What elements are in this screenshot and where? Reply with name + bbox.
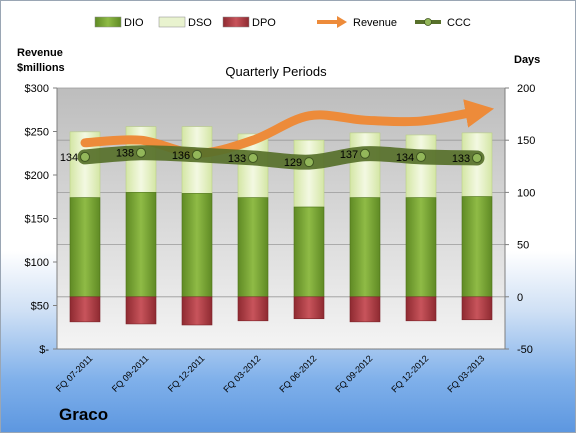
left-tick-label: $200: [25, 170, 49, 182]
legend-label-ccc: CCC: [447, 17, 471, 29]
dpo-bar: [125, 296, 157, 325]
right-tick-label: 50: [517, 240, 529, 252]
dpo-bar: [181, 296, 213, 326]
legend: DIO DSO DPO Revenue CCC: [94, 16, 471, 29]
legend-label-revenue: Revenue: [353, 17, 397, 29]
ccc-data-label: 133: [452, 153, 470, 165]
right-tick-label: 0: [517, 292, 523, 304]
legend-swatch-dpo: [222, 16, 250, 28]
bar-series: [69, 126, 493, 326]
dio-bar: [293, 206, 325, 298]
ccc-point: [192, 149, 202, 160]
legend-marker-ccc: [424, 18, 432, 26]
left-tick-label: $300: [25, 83, 49, 95]
dio-bar: [69, 197, 101, 298]
ccc-point: [472, 152, 482, 163]
left-tick-label: $250: [25, 127, 49, 139]
dio-bar: [461, 196, 493, 298]
dso-bar: [349, 132, 381, 198]
ccc-point: [360, 148, 370, 159]
left-tick-label: $-: [39, 344, 49, 356]
ccc-point: [80, 151, 90, 162]
legend-swatch-dso: [158, 16, 186, 28]
right-axis-title: Days: [514, 54, 540, 66]
ccc-point: [248, 152, 258, 163]
ccc-data-label: 136: [172, 150, 190, 162]
x-tick-label: FQ 03-2012: [221, 353, 262, 394]
x-tick-label: FQ 12-2012: [389, 353, 430, 394]
ccc-data-label: 134: [60, 152, 78, 164]
dpo-bar: [349, 296, 381, 323]
ccc-point: [416, 151, 426, 162]
dpo-bar: [69, 296, 101, 323]
left-axis-title-line2: $millions: [17, 62, 65, 74]
dpo-bar: [293, 296, 325, 320]
legend-label-dpo: DPO: [252, 17, 276, 29]
dso-bar: [293, 139, 325, 208]
ccc-data-label: 138: [116, 148, 134, 160]
left-axis-title-line1: Revenue: [17, 47, 63, 59]
x-tick-label: FQ 09-2011: [110, 353, 151, 394]
company-name: Graco: [59, 405, 109, 424]
right-tick-label: 150: [517, 135, 535, 147]
ccc-point: [304, 157, 314, 168]
ccc-data-label: 134: [396, 152, 414, 164]
legend-swatch-dio: [94, 16, 122, 28]
x-tick-label: FQ 09-2012: [333, 353, 374, 394]
legend-label-dio: DIO: [124, 17, 144, 29]
x-tick-label: FQ 12-2011: [166, 353, 207, 394]
revenue-line: [80, 99, 495, 158]
ccc-data-label: 133: [228, 153, 246, 165]
ccc-data-label: 129: [284, 157, 302, 169]
ccc-data-label: 137: [340, 149, 358, 161]
dpo-bar: [461, 296, 493, 321]
dio-bar: [181, 193, 213, 298]
left-tick-label: $50: [31, 301, 49, 313]
legend-arrowhead-revenue: [337, 16, 347, 28]
right-tick-label: 100: [517, 187, 535, 199]
chart-title: Quarterly Periods: [225, 64, 327, 79]
ccc-point: [136, 147, 146, 158]
right-tick-label: 200: [517, 83, 535, 95]
dio-bar: [405, 197, 437, 298]
legend-label-dso: DSO: [188, 17, 212, 29]
line-series: 134 138 136 133 129 137 134 133: [60, 99, 495, 170]
dio-bar: [125, 192, 157, 298]
dso-bar: [405, 134, 437, 198]
left-tick-label: $150: [25, 214, 49, 226]
dio-bar: [237, 197, 269, 298]
x-tick-label: FQ 06-2012: [277, 353, 318, 394]
dpo-bar: [237, 296, 269, 322]
right-tick-label: -50: [517, 344, 533, 356]
left-tick-label: $100: [25, 257, 49, 269]
dio-bar: [349, 197, 381, 298]
x-tick-label: FQ 07-2011: [54, 353, 95, 394]
dpo-bar: [405, 296, 437, 322]
x-tick-label: FQ 03-2013: [445, 353, 486, 394]
